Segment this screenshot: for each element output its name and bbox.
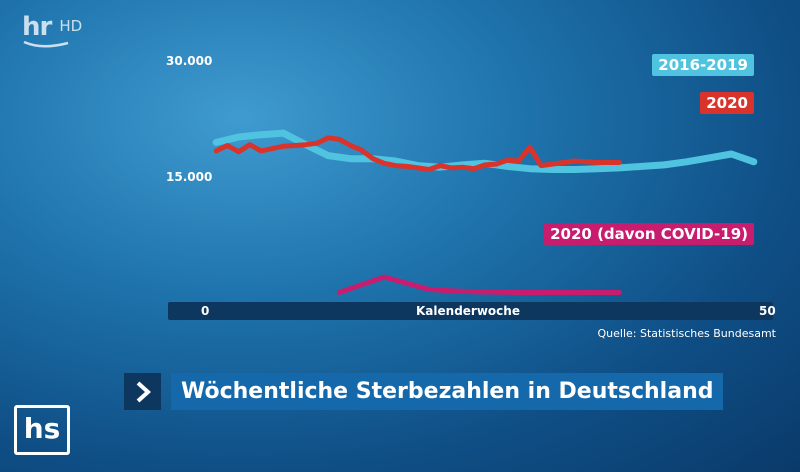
hs-logo: hs [14, 405, 70, 455]
x-tick-label-50: 50 [759, 304, 776, 318]
x-axis-label: Kalenderwoche [416, 304, 520, 318]
hr-logo-text: hr [22, 12, 52, 42]
headline-bar: Wöchentliche Sterbezahlen in Deutschland [124, 373, 724, 410]
x-axis-bar [168, 302, 773, 320]
y-tick-label-15000: 15.000 [166, 170, 213, 184]
series-2020-covid-line [336, 274, 622, 295]
hr-logo: hr HD [22, 12, 82, 42]
headline-text: Wöchentliche Sterbezahlen in Deutschland [171, 373, 724, 410]
legend-2016-2019: 2016-2019 [652, 54, 754, 76]
source-note: Quelle: Statistisches Bundesamt [597, 327, 776, 340]
y-tick-label-30000: 30.000 [166, 54, 213, 68]
legend-2020-covid: 2020 (davon COVID-19) [544, 223, 754, 245]
legend-2020: 2020 [700, 92, 754, 114]
series-2020-line [213, 135, 622, 172]
x-tick-label-0: 0 [201, 304, 210, 318]
hr-logo-swoosh-icon [23, 40, 69, 48]
chevron-right-icon [124, 373, 161, 410]
hd-badge: HD [59, 17, 83, 35]
